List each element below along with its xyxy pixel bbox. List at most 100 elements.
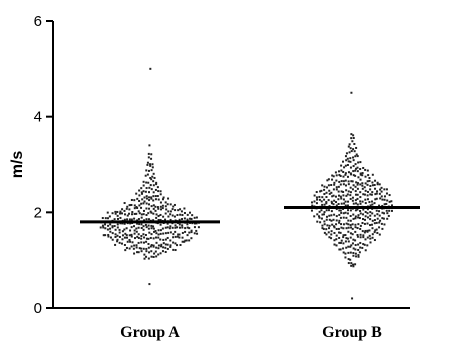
data-point [147, 246, 150, 249]
data-point [133, 225, 136, 228]
data-point [378, 226, 381, 229]
data-point [184, 227, 187, 230]
data-point [340, 180, 343, 183]
data-point [333, 213, 336, 216]
data-point [361, 230, 364, 233]
data-point [369, 241, 372, 244]
data-point [338, 180, 341, 183]
data-point [333, 226, 336, 229]
data-point [152, 212, 155, 215]
data-point [172, 233, 175, 236]
data-point [366, 244, 369, 247]
data-point [140, 237, 143, 240]
data-point [102, 226, 105, 229]
data-point [191, 214, 194, 217]
data-point [342, 251, 345, 254]
data-point [359, 183, 362, 186]
data-point [386, 217, 389, 220]
data-point [152, 180, 155, 183]
data-point [347, 183, 350, 186]
data-point [145, 247, 148, 250]
data-point [354, 163, 357, 166]
data-point [350, 91, 353, 94]
data-point [338, 209, 341, 212]
data-point [318, 215, 321, 218]
data-point [342, 216, 345, 219]
data-point [340, 202, 343, 205]
data-point [331, 223, 334, 226]
data-point [166, 247, 169, 250]
data-point [363, 243, 366, 246]
data-point [320, 217, 323, 220]
data-point [138, 212, 141, 215]
data-point [184, 239, 187, 242]
data-point [364, 202, 367, 205]
data-point [355, 181, 358, 184]
data-point [151, 166, 154, 169]
data-point [155, 213, 158, 216]
data-point [347, 209, 350, 212]
data-point [149, 164, 152, 167]
data-point [342, 198, 345, 201]
data-point [366, 208, 369, 211]
data-point [345, 216, 348, 219]
data-point [155, 181, 158, 184]
data-point [142, 180, 145, 183]
data-point [131, 211, 134, 214]
data-point [383, 188, 386, 191]
data-point [352, 254, 355, 257]
data-point [137, 210, 140, 213]
data-point [366, 180, 369, 183]
data-point [144, 223, 147, 226]
data-point [114, 235, 117, 238]
data-point [149, 184, 152, 187]
data-point [171, 208, 174, 211]
data-point [351, 233, 354, 236]
data-point [383, 223, 386, 226]
data-point [128, 218, 131, 221]
data-point [342, 170, 345, 173]
data-point [364, 168, 367, 171]
data-point [154, 250, 157, 253]
data-point [161, 207, 164, 210]
data-point [325, 202, 328, 205]
data-point [356, 182, 359, 185]
data-point [138, 199, 141, 202]
data-point [390, 204, 393, 207]
data-point [148, 199, 151, 202]
data-point [386, 199, 389, 202]
data-point [327, 209, 330, 212]
data-point [157, 244, 160, 247]
data-point [179, 244, 182, 247]
data-point [188, 231, 191, 234]
x-category-label: Group B [322, 324, 382, 341]
data-point [313, 194, 316, 197]
data-point [347, 223, 350, 226]
data-point [356, 208, 359, 211]
data-point [338, 236, 341, 239]
data-point [378, 210, 381, 213]
data-point [359, 161, 362, 164]
data-point [179, 226, 182, 229]
data-point [148, 144, 151, 147]
data-point [140, 226, 143, 229]
data-point [347, 230, 350, 233]
data-point [154, 198, 157, 201]
y-tick-label: 0 [34, 300, 42, 317]
data-point [143, 200, 146, 203]
data-point [359, 191, 362, 194]
data-point [130, 218, 133, 221]
data-point [361, 172, 364, 175]
data-point [152, 204, 155, 207]
data-point [342, 247, 345, 250]
data-point [332, 175, 335, 178]
data-point [152, 219, 155, 222]
data-point [375, 209, 378, 212]
data-point [313, 215, 316, 218]
data-point [136, 219, 139, 222]
data-point [123, 228, 126, 231]
data-point [150, 205, 153, 208]
data-point [104, 227, 107, 230]
data-point [356, 170, 359, 173]
data-point [114, 228, 117, 231]
